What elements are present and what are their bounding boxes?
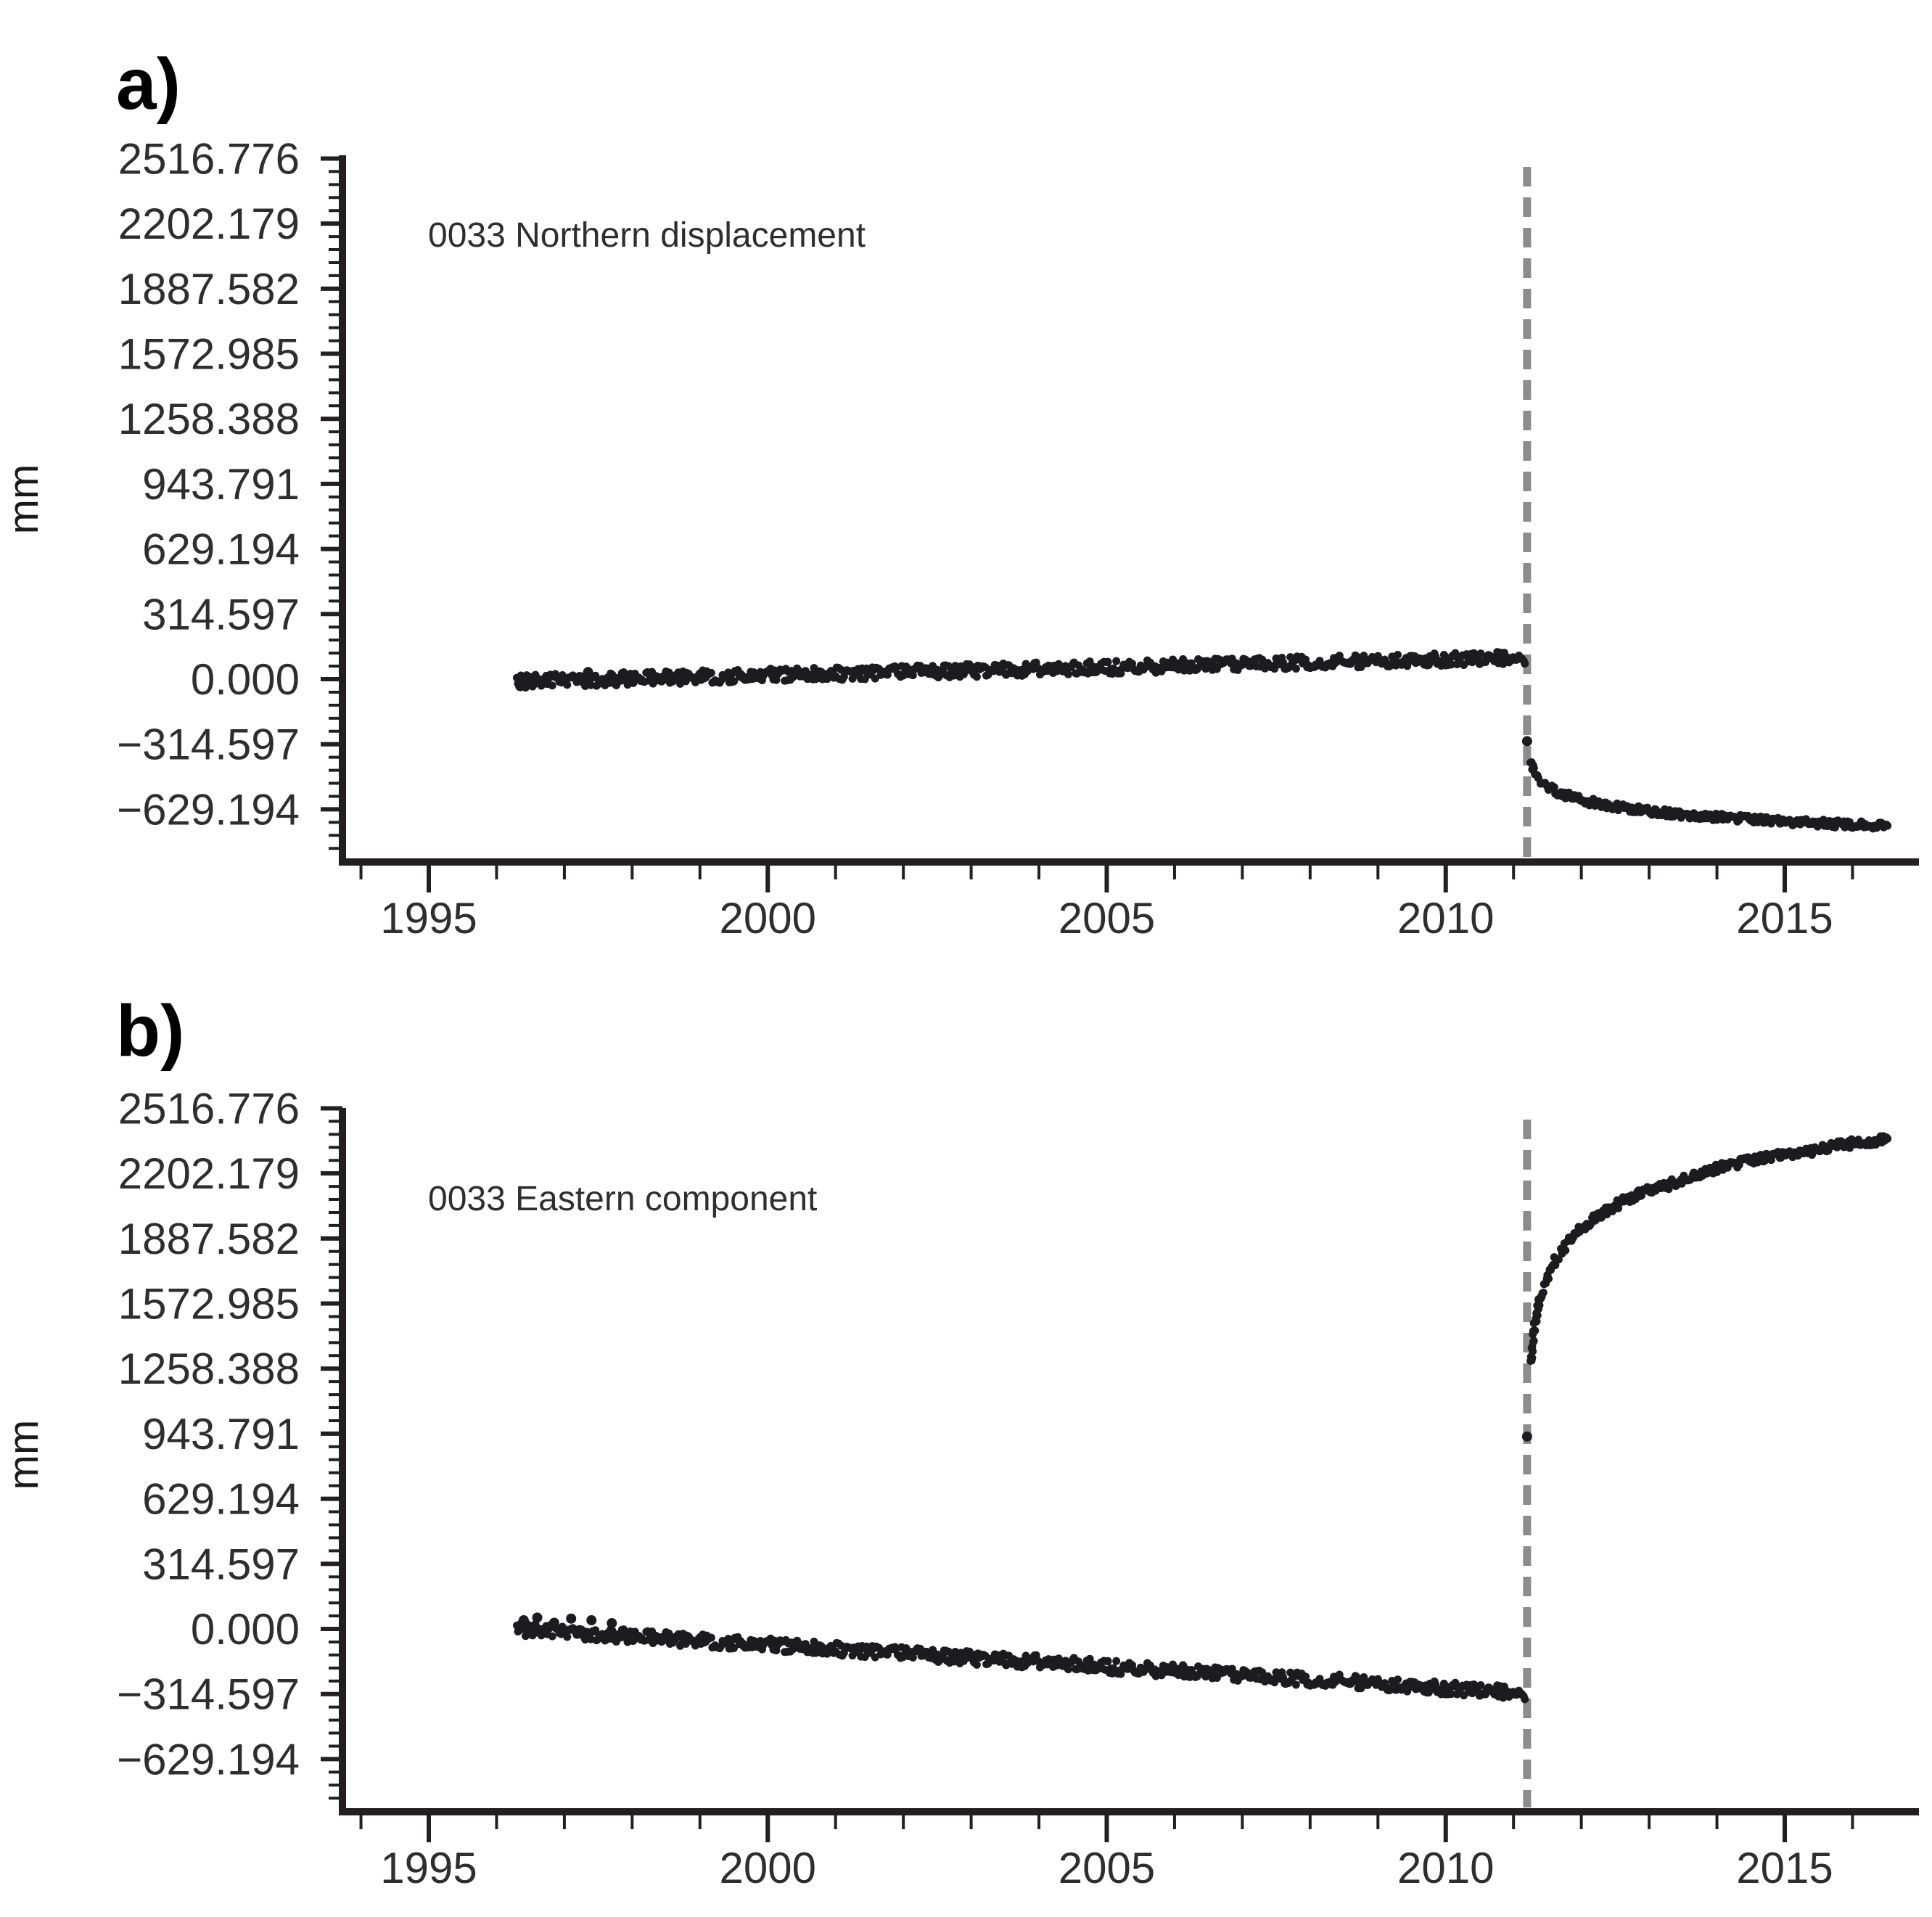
data-point [1521, 736, 1532, 747]
x-tick-label: 2005 [1059, 1844, 1155, 1892]
y-tick-label: 1572.985 [118, 1280, 300, 1329]
y-tick-label: 0.000 [191, 655, 300, 704]
y-tick-label: −629.194 [117, 1735, 300, 1783]
y-tick-label: 943.791 [142, 1410, 300, 1458]
x-tick-label: 2005 [1059, 894, 1155, 943]
y-tick-label: 1887.582 [118, 1215, 300, 1263]
x-tick-label: 1995 [380, 894, 477, 943]
series-post-seismic-rise [1526, 1132, 1892, 1365]
y-tick-label: 2516.776 [118, 134, 300, 183]
data-point [518, 1615, 529, 1626]
y-tick-label: −314.597 [117, 721, 300, 769]
y-tick-label: 0.000 [191, 1605, 300, 1654]
series-coseismic-outlier [1521, 736, 1532, 747]
series-pre-seismic-trend [512, 648, 1529, 692]
x-tick-label: 2000 [720, 894, 816, 943]
y-tick-label: −314.597 [117, 1670, 300, 1719]
data-point [515, 681, 526, 691]
series-coseismic-outlier [1521, 1431, 1532, 1442]
y-tick-label: 629.194 [142, 525, 300, 574]
y-tick-label: 1572.985 [118, 330, 300, 379]
y-tick-label: 1258.388 [118, 395, 300, 443]
x-tick-label: 2010 [1397, 1844, 1494, 1892]
panel-b-title: 0033 Eastern component [428, 1180, 817, 1218]
panel-b-letter: b) [116, 990, 184, 1072]
series-post-seismic-decay [1526, 758, 1892, 833]
data-point [1521, 1431, 1532, 1442]
x-tick-label: 2015 [1736, 1844, 1833, 1892]
series-pre-seismic-trend [512, 1619, 1529, 1704]
panel-a-y-axis-label: mm [0, 464, 47, 535]
panel-a-plot: 2516.776 2202.179 1887.582 1572.985 1258.388… [117, 134, 1919, 943]
panel-a-letter: a) [116, 44, 181, 125]
series-early-scatter [515, 667, 593, 691]
x-tick-label: 2000 [720, 1844, 816, 1892]
panel-a-title: 0033 Northern displacement [428, 216, 866, 255]
y-tick-label: 2202.179 [118, 200, 300, 248]
y-tick-label: 2516.776 [118, 1084, 300, 1133]
y-tick-label: 1258.388 [118, 1345, 300, 1393]
data-point [566, 1613, 577, 1624]
x-tick-label: 2010 [1397, 894, 1494, 943]
y-tick-label: 629.194 [142, 1475, 300, 1524]
panel-b-plot: 2516.776 2202.179 1887.582 1572.985 1258.388… [117, 1084, 1919, 1892]
y-tick-label: 1887.582 [118, 265, 300, 313]
x-tick-label: 1995 [380, 1844, 477, 1892]
data-point [586, 1615, 597, 1626]
y-tick-label: 314.597 [142, 1540, 300, 1588]
data-point [532, 1612, 543, 1623]
y-tick-label: 943.791 [142, 460, 300, 509]
panel-b-y-axis-label: mm [0, 1420, 47, 1490]
y-tick-label: 314.597 [142, 590, 300, 639]
data-point [607, 1618, 617, 1629]
y-tick-label: −629.194 [117, 785, 300, 834]
x-tick-label: 2015 [1736, 894, 1833, 943]
data-point [548, 1617, 559, 1628]
series-early-scatter [518, 1612, 617, 1629]
y-tick-label: 2202.179 [118, 1149, 300, 1198]
data-point [583, 667, 593, 678]
